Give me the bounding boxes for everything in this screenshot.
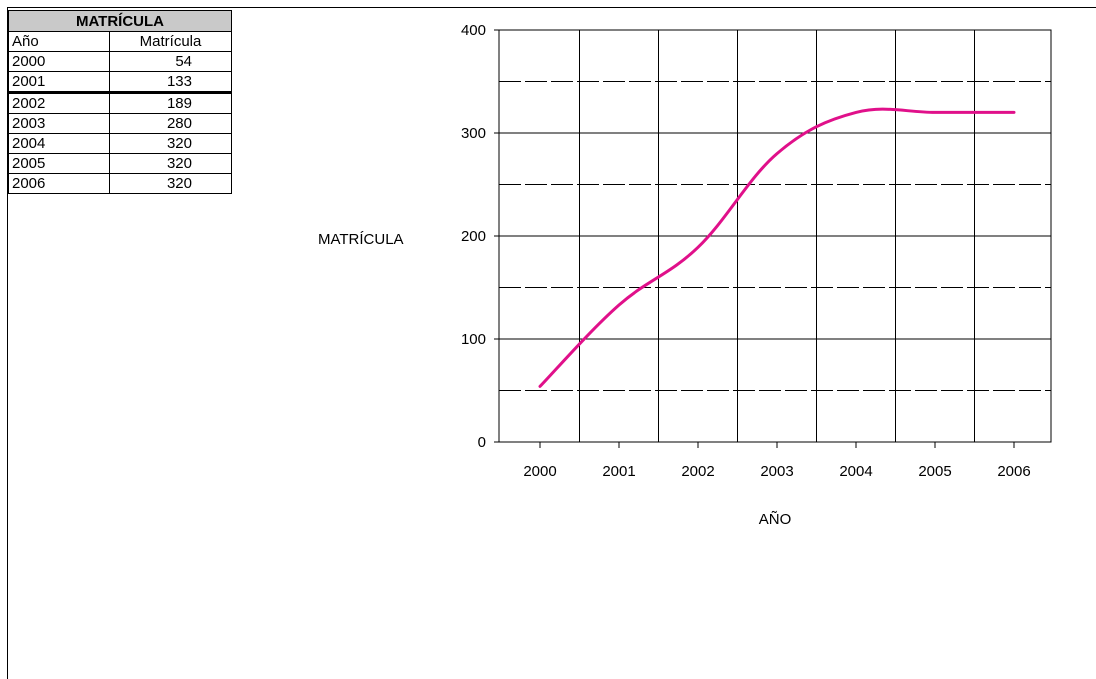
year-cell: 2000 (8, 51, 110, 72)
x-tick-label: 2003 (760, 463, 793, 480)
table-title-row: MATRÍCULA (8, 10, 232, 32)
y-tick-label: 400 (461, 22, 486, 39)
chart-series (538, 107, 1016, 388)
y-tick-label: 0 (478, 434, 486, 451)
x-tick-label: 2001 (602, 463, 635, 480)
x-tick-label: 2000 (523, 463, 556, 480)
chart-axes (494, 29, 1052, 448)
y-tick-label: 100 (461, 331, 486, 348)
y-tick-label: 300 (461, 125, 486, 142)
year-cell: 2004 (8, 133, 110, 154)
x-tick-label: 2002 (681, 463, 714, 480)
table-row: 2005 320 (8, 153, 232, 174)
x-tick-label: 2004 (839, 463, 872, 480)
data-table: MATRÍCULA Año Matrícula 2000 54 2001 133… (8, 10, 232, 194)
chart-frame (7, 7, 1096, 679)
table-row: 2006 320 (8, 173, 232, 194)
table-row: 2001 133 (8, 71, 232, 93)
value-cell: 320 (109, 173, 232, 194)
x-axis-label: AÑO (759, 511, 792, 528)
table-row: 2003 280 (8, 113, 232, 134)
series-line (538, 107, 1016, 388)
table-row: 2002 189 (8, 91, 232, 114)
year-cell: 2006 (8, 173, 110, 194)
x-tick-label: 2006 (997, 463, 1030, 480)
value-cell: 280 (109, 113, 232, 134)
x-tick-label: 2005 (918, 463, 951, 480)
table-row: 2004 320 (8, 133, 232, 154)
y-axis-label: MATRÍCULA (318, 231, 404, 248)
tick-labels: 0 100 200 300 400 2000 2001 2002 2003 2004 2005 200… (461, 22, 1031, 480)
year-cell: 2002 (8, 91, 110, 114)
y-tick-label: 200 (461, 228, 486, 245)
chart-grid (499, 30, 1051, 442)
table-title: MATRÍCULA (8, 10, 232, 32)
value-cell: 189 (109, 91, 232, 114)
